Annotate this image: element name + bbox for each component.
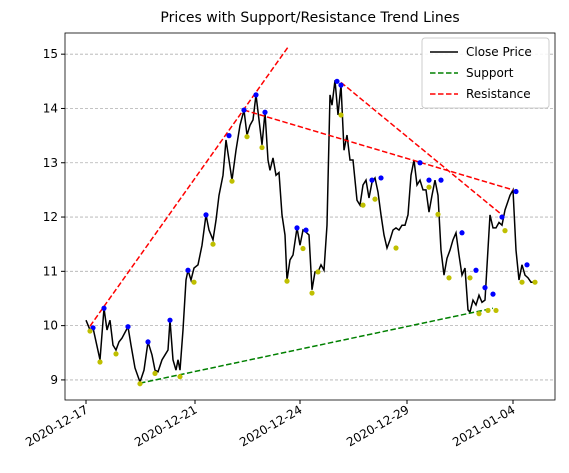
trough-point	[493, 307, 499, 314]
legend-box	[421, 37, 550, 109]
y-tick-label: 13	[43, 156, 58, 170]
trough-point	[532, 279, 538, 285]
trough-point	[309, 290, 315, 296]
trough-point	[300, 245, 306, 252]
trough-point	[177, 374, 183, 380]
peak-point	[241, 107, 247, 113]
peak-point	[203, 212, 209, 218]
peak-point	[303, 227, 309, 233]
trough-point	[393, 245, 399, 251]
peak-point	[167, 317, 173, 323]
chart-title: Prices with Support/Resistance Trend Lin…	[160, 10, 459, 26]
trough-point	[519, 279, 525, 285]
trough-point	[191, 279, 197, 285]
trough-point	[476, 311, 482, 317]
series-line	[85, 80, 535, 385]
peak-point	[226, 133, 232, 139]
trough-point	[315, 269, 321, 275]
trough-point	[426, 184, 432, 190]
legend-label: Support	[466, 66, 514, 80]
y-tick-label: 15	[43, 47, 58, 61]
x-tick-label: 2020-12-17	[23, 402, 90, 449]
trough-point	[467, 275, 473, 281]
x-tick-label: 2020-12-24	[237, 402, 304, 449]
trough-point	[372, 196, 378, 202]
peak-point	[473, 267, 479, 273]
peak-point	[513, 188, 519, 195]
peak-point	[145, 339, 151, 345]
peak-point	[125, 324, 131, 330]
peak-point	[334, 78, 340, 84]
peak-point	[253, 92, 259, 98]
peak-point	[185, 267, 191, 273]
y-tick-label: 10	[43, 319, 58, 333]
y-tick-label: 14	[43, 101, 58, 115]
peak-point	[262, 109, 268, 115]
trough-point	[284, 278, 290, 284]
trough-point	[137, 381, 143, 387]
trough-point	[338, 112, 344, 118]
peak-point	[417, 160, 423, 166]
trough-point	[113, 351, 119, 357]
peak-point	[101, 305, 107, 311]
trough-point	[87, 328, 93, 334]
trough-point	[435, 211, 441, 217]
trough-point	[152, 370, 158, 376]
trough-point	[502, 228, 508, 234]
trough-point	[360, 202, 366, 208]
trough-point	[210, 241, 216, 247]
y-tick-label: 12	[43, 210, 58, 224]
peak-point	[378, 175, 384, 181]
peak-point	[338, 82, 344, 88]
plot-frame	[64, 32, 556, 401]
trough-point	[485, 307, 491, 314]
series-line	[139, 307, 494, 384]
peak-point	[369, 177, 375, 183]
peak-point	[499, 214, 505, 220]
x-tick-label: 2021-01-04	[450, 402, 517, 449]
x-tick-label: 2020-12-29	[344, 402, 411, 449]
peak-point	[524, 262, 530, 268]
trough-point	[259, 144, 265, 151]
peak-point	[294, 225, 300, 231]
y-tick-label: 9	[50, 373, 58, 387]
legend-label: Close Price	[466, 45, 532, 59]
peak-point	[426, 177, 432, 183]
peak-point	[438, 177, 444, 183]
peak-point	[459, 230, 465, 236]
peak-point	[482, 285, 488, 291]
trough-point	[244, 134, 250, 140]
trough-point	[229, 178, 235, 184]
trough-point	[97, 359, 103, 365]
x-tick-label: 2020-12-21	[132, 402, 199, 449]
peak-point	[490, 291, 496, 297]
trough-point	[446, 275, 452, 281]
y-tick-label: 11	[43, 264, 58, 278]
legend-label: Resistance	[466, 87, 531, 101]
